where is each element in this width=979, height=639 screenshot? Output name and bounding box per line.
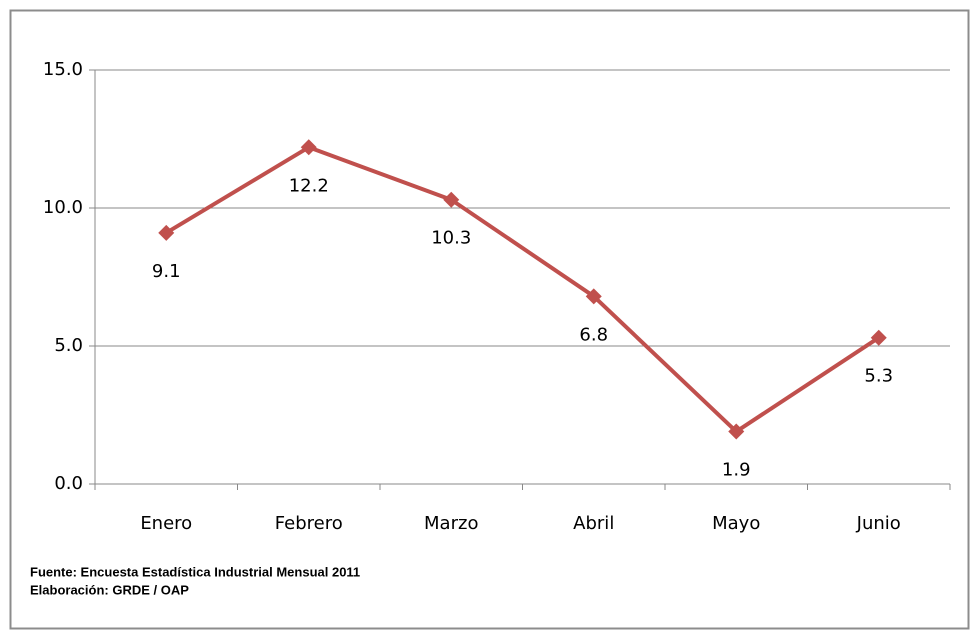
x-tick-label: Abril	[573, 513, 614, 534]
x-tick-label: Junio	[856, 513, 901, 534]
x-tick-label: Mayo	[712, 513, 760, 534]
data-label: 5.3	[864, 366, 893, 387]
source-note: Fuente: Encuesta Estadística Industrial …	[30, 564, 360, 579]
data-label: 9.1	[152, 261, 181, 282]
credit-note: Elaboración: GRDE / OAP	[30, 582, 189, 597]
y-tick-label: 5.0	[54, 335, 83, 356]
y-tick-label: 10.0	[43, 197, 83, 218]
data-marker	[870, 329, 887, 346]
data-label: 12.2	[289, 175, 329, 196]
data-label: 6.8	[579, 324, 608, 345]
data-marker	[728, 423, 745, 440]
x-tick-label: Marzo	[424, 513, 478, 534]
data-marker	[300, 139, 317, 156]
y-tick-label: 0.0	[54, 473, 83, 494]
data-marker	[158, 224, 175, 241]
data-marker	[443, 191, 460, 208]
data-marker	[585, 288, 602, 305]
x-tick-label: Enero	[140, 513, 192, 534]
x-tick-label: Febrero	[275, 513, 343, 534]
y-tick-label: 15.0	[43, 59, 83, 80]
data-label: 10.3	[431, 228, 471, 249]
data-label: 1.9	[722, 460, 751, 481]
chart-frame	[9, 9, 970, 630]
data-line	[165, 145, 880, 434]
